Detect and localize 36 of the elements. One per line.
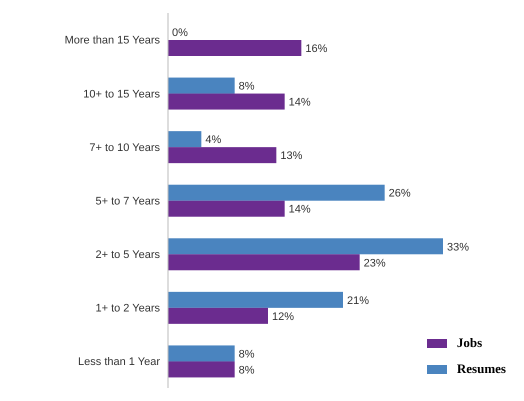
legend-label: Resumes xyxy=(456,361,506,377)
data-label: 8% xyxy=(238,80,255,93)
data-label: 0% xyxy=(172,27,188,39)
data-label: 14% xyxy=(288,204,311,216)
y-tick-label: Less than 1 Year xyxy=(78,356,160,368)
data-label: 8% xyxy=(238,364,255,376)
y-tick-label: 10+ to 15 Years xyxy=(83,88,160,100)
y-tick-label: 5+ to 7 Years xyxy=(95,195,160,208)
y-tick-label: 7+ to 10 Years xyxy=(89,142,160,154)
y-tick-label: 2+ to 5 Years xyxy=(95,248,160,261)
data-label: 4% xyxy=(205,134,222,146)
data-label: 21% xyxy=(347,294,370,307)
data-label: 14% xyxy=(288,96,311,109)
bar xyxy=(168,200,285,217)
bar xyxy=(168,238,443,254)
bar xyxy=(168,254,360,270)
data-label: 33% xyxy=(447,241,470,254)
data-label: 16% xyxy=(305,43,328,55)
y-tick-label: 1+ to 2 Years xyxy=(95,302,160,315)
bar xyxy=(168,131,202,148)
bar xyxy=(168,361,235,378)
data-label: 23% xyxy=(364,257,386,270)
bar xyxy=(168,184,385,201)
legend-label: Jobs xyxy=(456,335,482,351)
data-label: 12% xyxy=(272,310,294,323)
bar xyxy=(168,40,302,56)
bar xyxy=(168,147,276,164)
y-tick-label: More than 15 Years xyxy=(64,34,160,47)
data-label: 13% xyxy=(280,150,303,162)
bar xyxy=(168,78,235,94)
bar xyxy=(168,308,268,324)
bar xyxy=(168,94,285,110)
bar xyxy=(168,345,235,362)
data-label: 8% xyxy=(238,348,255,360)
data-label: 26% xyxy=(388,188,411,200)
bar xyxy=(168,292,343,308)
